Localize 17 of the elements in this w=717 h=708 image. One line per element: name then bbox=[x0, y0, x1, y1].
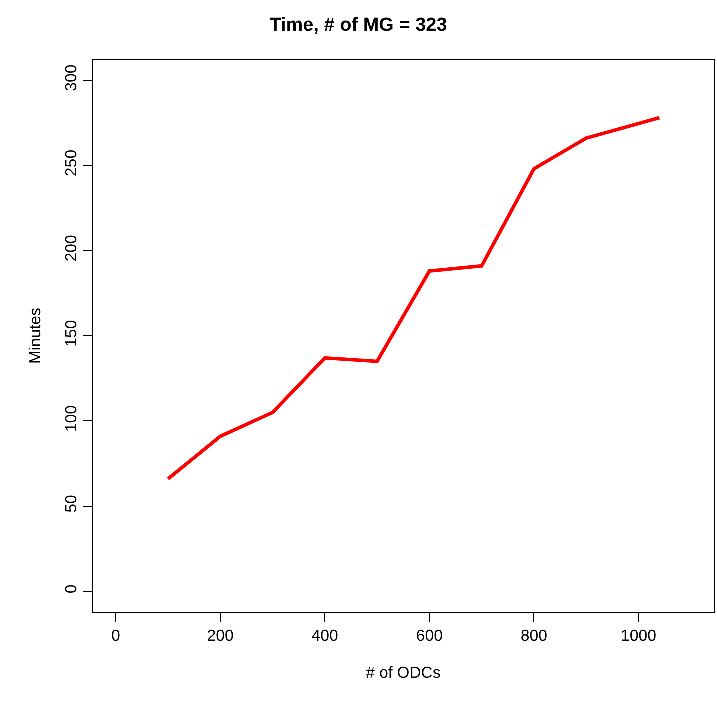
chart-title: Time, # of MG = 323 bbox=[270, 15, 448, 36]
x-tick-label: 0 bbox=[112, 628, 121, 646]
y-tick-label: 250 bbox=[64, 150, 81, 177]
x-tick-label: 600 bbox=[416, 628, 444, 646]
x-axis-title: # of ODCs bbox=[366, 664, 441, 682]
x-tick-label: 200 bbox=[207, 628, 234, 646]
x-tick-label: 1000 bbox=[620, 628, 657, 646]
y-tick-label: 200 bbox=[64, 234, 81, 262]
y-tick-label: 300 bbox=[64, 64, 81, 92]
y-tick-label: 50 bbox=[64, 494, 81, 513]
y-axis-title: Minutes bbox=[28, 308, 44, 364]
line-series bbox=[166, 116, 662, 481]
x-tick-label: 400 bbox=[312, 628, 339, 646]
y-tick-label: 100 bbox=[64, 405, 81, 432]
y-tick-label: 0 bbox=[64, 584, 81, 594]
x-tick-label: 800 bbox=[520, 628, 548, 646]
y-tick-label: 150 bbox=[64, 320, 81, 347]
